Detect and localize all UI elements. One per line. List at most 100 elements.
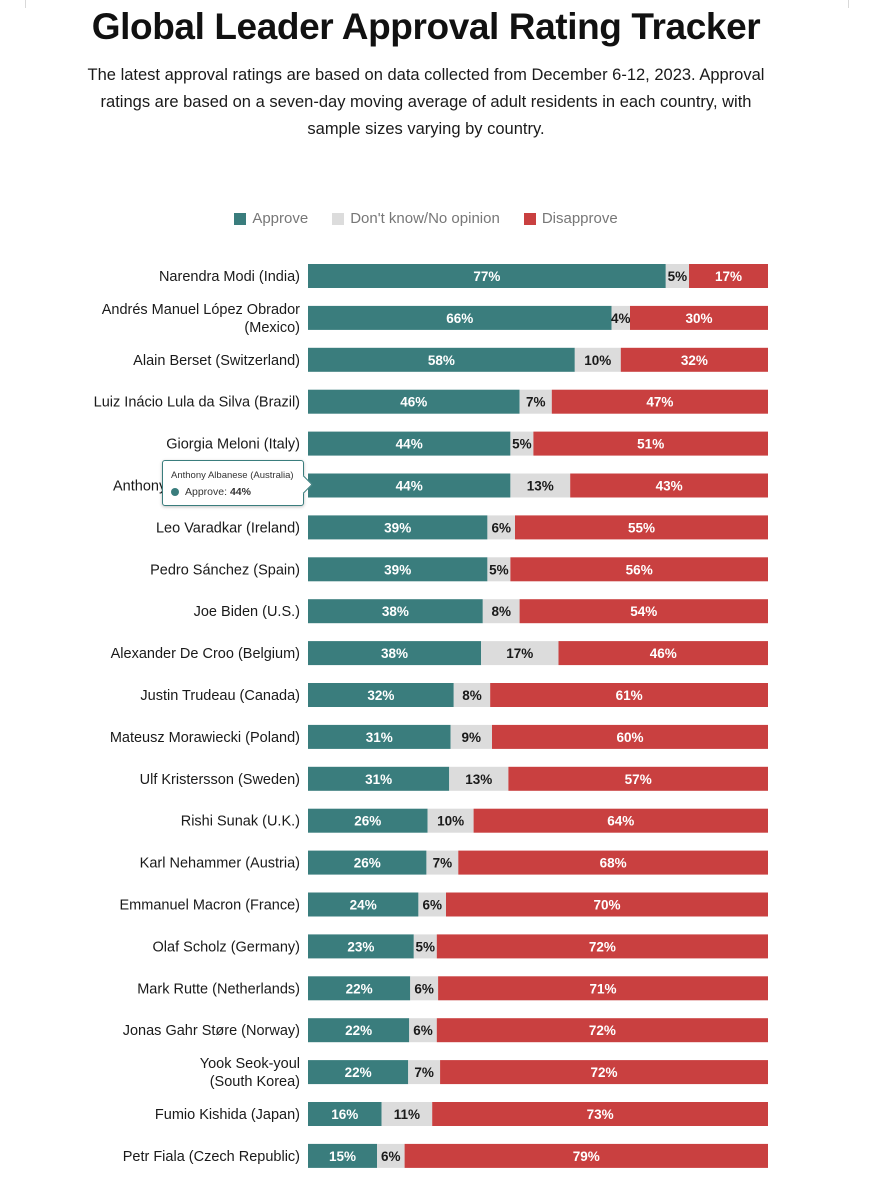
bar-segment-disapprove[interactable] — [570, 473, 768, 498]
bar-segment-no-opinion[interactable] — [510, 431, 534, 456]
data-label-disapprove: 71% — [590, 981, 617, 996]
category-label: Justin Trudeau (Canada) — [140, 688, 300, 704]
data-label-approve: 26% — [354, 856, 381, 871]
bar-segment-disapprove[interactable] — [436, 934, 768, 959]
bar-segment-approve[interactable] — [308, 347, 575, 372]
bar-segment-no-opinion[interactable] — [519, 389, 552, 414]
legend-item-disapprove[interactable]: Disapprove — [523, 210, 618, 227]
bar-segment-approve[interactable] — [308, 305, 612, 330]
data-label-approve: 38% — [381, 646, 408, 661]
legend-item-no-opinion[interactable]: Don't know/No opinion — [332, 210, 500, 227]
bar-segment-disapprove[interactable] — [519, 599, 768, 624]
bar-segment-disapprove[interactable] — [440, 1060, 768, 1085]
bar-segment-disapprove[interactable] — [630, 305, 768, 330]
bar-segment-approve[interactable] — [308, 599, 483, 624]
bar-segment-approve[interactable] — [308, 1060, 409, 1085]
bar-segment-no-opinion[interactable] — [426, 850, 459, 875]
bar-segment-approve[interactable] — [308, 976, 411, 1001]
bar-segment-approve[interactable] — [308, 515, 488, 540]
bar-segment-no-opinion[interactable] — [482, 599, 520, 624]
bar-segment-no-opinion[interactable] — [381, 1102, 433, 1126]
bar-segment-no-opinion[interactable] — [449, 766, 509, 791]
category-label: Alexander De Croo (Belgium) — [111, 646, 300, 662]
bar-segment-disapprove[interactable] — [508, 766, 768, 791]
bar-segment-approve[interactable] — [308, 934, 414, 959]
bar-segment-approve[interactable] — [308, 557, 488, 582]
category-label-line: Alain Berset (Switzerland) — [133, 353, 300, 369]
data-label-no-opinion: 7% — [414, 1065, 434, 1080]
bar-segment-no-opinion[interactable] — [510, 473, 571, 498]
bar-segment-approve[interactable] — [308, 683, 454, 707]
bar-segment-approve[interactable] — [308, 766, 450, 791]
bar-segment-approve[interactable] — [308, 641, 482, 666]
bar-segment-approve[interactable] — [308, 389, 520, 414]
data-label-no-opinion: 5% — [489, 562, 509, 577]
bar-row: Giorgia Meloni (Italy) 44% 5% 51% — [166, 431, 768, 456]
bar-segment-disapprove[interactable] — [492, 724, 768, 749]
bar-segment-disapprove[interactable] — [510, 557, 768, 582]
bar-row: Andrés Manuel López Obrador (Mexico) 66% 4%… — [102, 302, 768, 336]
bar-segment-no-opinion[interactable] — [413, 934, 437, 959]
data-label-approve: 31% — [365, 772, 392, 787]
legend-swatch-disapprove — [523, 212, 536, 225]
legend-item-approve[interactable]: Approve — [234, 210, 308, 227]
bar-segment-no-opinion[interactable] — [481, 641, 559, 666]
bar-segment-no-opinion[interactable] — [574, 347, 621, 372]
tooltip-value: 44% — [229, 486, 251, 498]
bar-segment-disapprove[interactable] — [432, 1102, 768, 1126]
data-label-disapprove: 70% — [593, 898, 620, 913]
bar-row: Jonas Gahr Støre (Norway) 22% 6% 72% — [123, 1018, 768, 1043]
bar-segment-no-opinion[interactable] — [427, 808, 474, 833]
bar-segment-disapprove[interactable] — [458, 850, 768, 875]
bar-segment-disapprove[interactable] — [404, 1143, 768, 1168]
legend-swatch-approve — [234, 212, 247, 225]
category-label: Andrés Manuel López Obrador (Mexico) — [102, 302, 300, 336]
bar-segment-approve[interactable] — [308, 808, 428, 833]
bar-segment-approve[interactable] — [308, 264, 666, 288]
bar-segment-approve[interactable] — [308, 473, 511, 498]
bar-segment-disapprove[interactable] — [533, 431, 768, 456]
bar-segment-approve[interactable] — [308, 850, 427, 875]
bar-segment-disapprove[interactable] — [689, 264, 768, 288]
data-label-no-opinion: 13% — [527, 479, 554, 494]
bar-segment-no-opinion[interactable] — [408, 1060, 441, 1085]
bar-segment-no-opinion[interactable] — [453, 683, 491, 707]
bar-segment-no-opinion[interactable] — [409, 1018, 437, 1043]
data-label-no-opinion: 13% — [465, 772, 492, 787]
bar-segment-approve[interactable] — [308, 724, 451, 749]
data-label-disapprove: 56% — [626, 562, 653, 577]
category-label-line: Mateusz Morawiecki (Poland) — [110, 730, 300, 746]
data-label-approve: 22% — [345, 1023, 372, 1038]
bar-segment-disapprove[interactable] — [551, 389, 768, 414]
bar-segment-no-opinion[interactable] — [487, 515, 515, 540]
bar-row: Fumio Kishida (Japan) 16% 11% 73% — [155, 1102, 768, 1126]
bar-segment-disapprove[interactable] — [473, 808, 768, 833]
bar-segment-no-opinion[interactable] — [418, 892, 446, 917]
bar-segment-disapprove[interactable] — [436, 1018, 768, 1043]
bar-segment-approve[interactable] — [308, 1143, 377, 1168]
bar-segment-disapprove[interactable] — [490, 683, 768, 707]
bar-segment-disapprove[interactable] — [438, 976, 768, 1001]
bar-segment-no-opinion[interactable] — [487, 557, 511, 582]
bar-segment-disapprove[interactable] — [446, 892, 768, 917]
bar-segment-no-opinion[interactable] — [665, 264, 690, 288]
bar-segment-disapprove[interactable] — [558, 641, 769, 666]
bar-segment-approve[interactable] — [308, 1018, 410, 1043]
data-label-approve: 39% — [384, 520, 411, 535]
tooltip-series-dot — [171, 488, 179, 496]
page-subtitle: The latest approval ratings are based on… — [87, 66, 765, 138]
bar-segment-no-opinion[interactable] — [410, 976, 439, 1001]
category-label: Fumio Kishida (Japan) — [155, 1107, 300, 1123]
category-label: Rishi Sunak (U.K.) — [181, 814, 300, 830]
bar-segment-approve[interactable] — [308, 431, 511, 456]
bar-segment-no-opinion[interactable] — [450, 724, 492, 749]
bar-segment-disapprove[interactable] — [620, 347, 768, 372]
bar-segment-no-opinion[interactable] — [611, 305, 630, 330]
category-label-line: Karl Nehammer (Austria) — [140, 856, 300, 872]
bar-row: Justin Trudeau (Canada) 32% 8% 61% — [140, 683, 768, 707]
bar-segment-approve[interactable] — [308, 1102, 382, 1126]
bar-segment-disapprove[interactable] — [515, 515, 768, 540]
data-label-no-opinion: 9% — [462, 730, 482, 745]
bar-segment-approve[interactable] — [308, 892, 419, 917]
bar-segment-no-opinion[interactable] — [377, 1143, 405, 1168]
